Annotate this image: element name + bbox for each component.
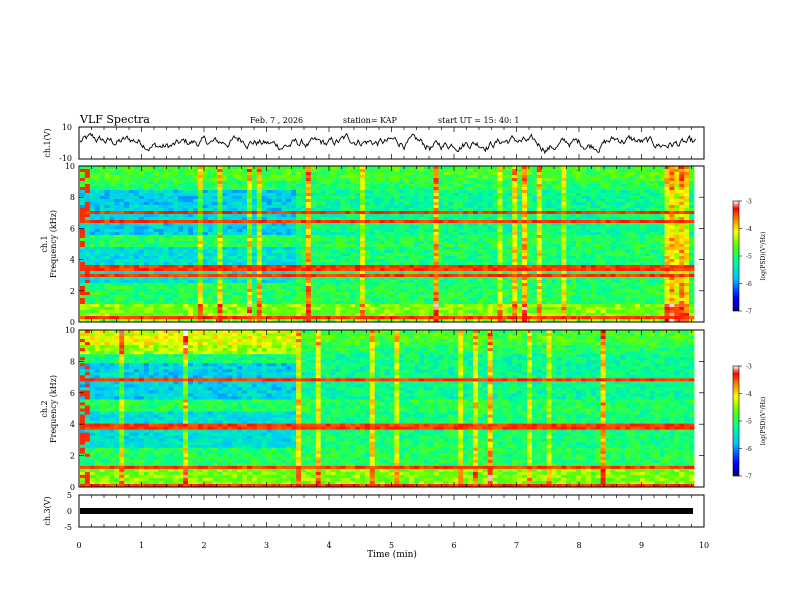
ch3-ytick-bottom: -5 [64,523,72,532]
ch2-colorbar-label: log(PSD)(V²/Hz) [760,397,767,446]
ch1-ylabel: ch.1(V) [43,128,52,157]
spec-ytick-label: 2 [70,287,75,296]
x-tick-label: 2 [201,541,206,550]
ch1-colorbar [732,200,740,312]
x-tick-label: 0 [76,541,81,550]
x-tick-label: 3 [264,541,269,550]
ch1-spectrogram-image [80,166,695,323]
spec-ytick-label: 10 [65,326,75,335]
colorbar-tick-label: -5 [746,254,752,261]
colorbar-tick-label: -7 [746,309,752,316]
ch1-waveform-line [79,132,696,155]
spec-ytick-label: 6 [70,224,75,233]
x-tick-label: 1 [139,541,144,550]
date-label: Feb. 7 , 2026 [250,116,303,125]
ch3-ylabel: ch.3(V) [43,496,52,525]
ch2-spec-ylabel-line1: ch.2 [40,400,49,417]
station-label: station= KAP [343,116,398,125]
x-tick-label: 6 [451,541,456,550]
spec-ytick-label: 6 [70,389,75,398]
spec-ytick-label: 10 [65,162,75,171]
spec-ytick-label: 0 [70,318,75,327]
x-tick-label: 5 [389,541,394,550]
x-tick-label: 8 [576,541,581,550]
x-tick-label: 10 [699,541,709,550]
spec-ytick-label: 8 [70,193,75,202]
spec-ytick-label: 4 [70,256,75,265]
spec-ytick-label: 0 [70,483,75,492]
spec-ytick-label: 4 [70,420,75,429]
x-tick-label: 7 [514,541,519,550]
x-tick-label: 9 [639,541,644,550]
colorbar-tick-label: -4 [746,391,752,398]
colorbar-tick-label: -7 [746,474,752,481]
ch3-panel: 5 0 -5 ch.3(V) 0 1 2 3 4 5 6 7 8 9 10 Time (min) [43,491,709,560]
ch1-spec-ylabel-line1: ch.1 [40,235,49,252]
figure-title: VLF Spectra [79,113,150,126]
start-ut-label: start UT = 15: 40: 1 [438,116,519,125]
spec-ytick-label: 8 [70,357,75,366]
colorbar-tick-label: -6 [746,446,752,453]
ch1-spec-ylabel-line2: Frequency (kHz) [49,210,58,278]
ch1-colorbar-label: log(PSD)(V²/Hz) [760,232,767,281]
ch1-ytick-bottom: -10 [59,154,72,163]
colorbar-tick-label: -3 [746,199,752,206]
ch3-ytick-mid: 0 [67,507,72,516]
ch1-waveform-panel: 10 -10 ch.1(V) [43,123,705,163]
ch3-ytick-top: 5 [67,491,72,500]
ch2-colorbar [732,365,740,477]
spec-ytick-label: 2 [70,452,75,461]
ch1-ytick-top: 10 [62,123,72,132]
x-axis-label: Time (min) [367,549,417,560]
x-tick-label: 4 [326,541,331,550]
colorbar-tick-label: -4 [746,226,752,233]
colorbar-tick-label: -5 [746,419,752,426]
colorbar-tick-label: -6 [746,281,752,288]
colorbar-tick-label: -3 [746,364,752,371]
ch2-spectrogram-image [80,330,695,488]
ch2-spec-ylabel-line2: Frequency (kHz) [49,375,58,443]
ch3-signal-band [80,508,693,514]
